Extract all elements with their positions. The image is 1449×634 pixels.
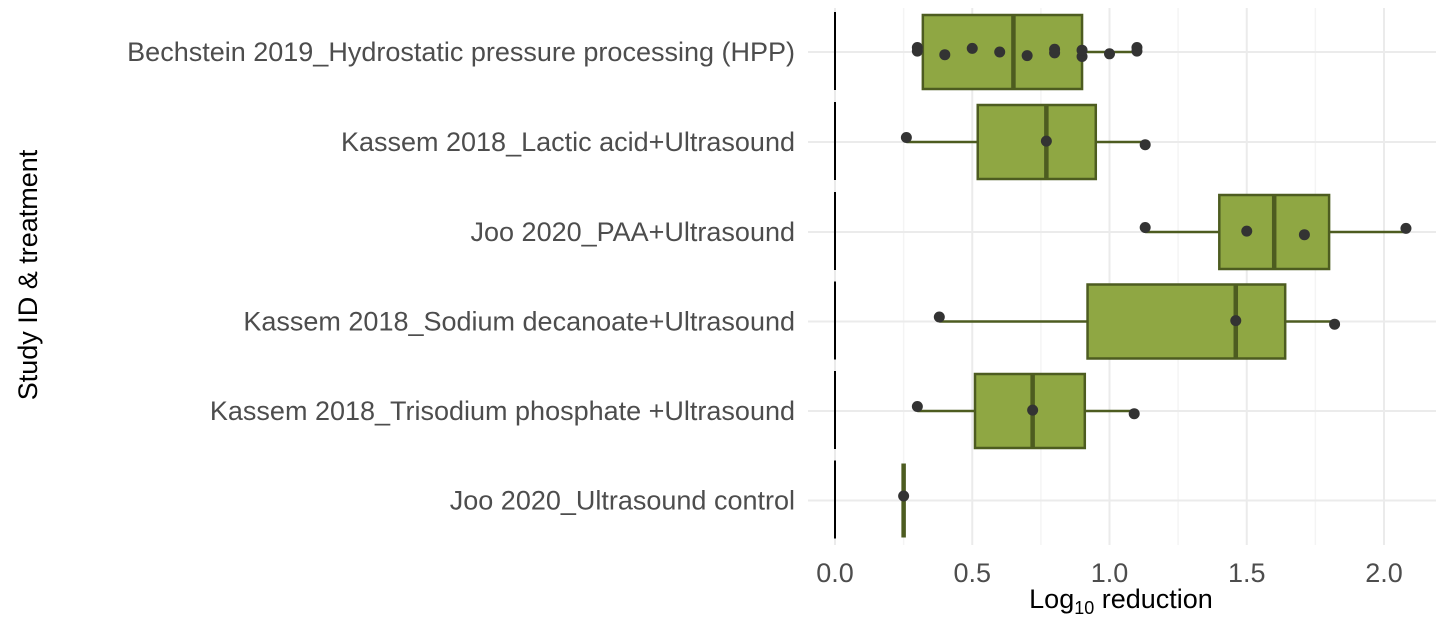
data-point bbox=[1027, 404, 1039, 416]
data-point bbox=[911, 45, 923, 57]
data-point bbox=[1131, 45, 1143, 57]
data-point bbox=[1139, 222, 1151, 233]
category-label: Kassem 2018_Sodium decanoate+Ultrasound bbox=[243, 307, 795, 337]
box bbox=[976, 103, 1098, 181]
category-labels: Bechstein 2019_Hydrostatic pressure proc… bbox=[127, 37, 795, 516]
category-label: Kassem 2018_Lactic acid+Ultrasound bbox=[341, 127, 795, 157]
data-point bbox=[1040, 135, 1052, 147]
x-tick-label: 1.5 bbox=[1228, 558, 1266, 588]
data-point bbox=[1139, 139, 1151, 151]
category-label: Joo 2020_PAA+Ultrasound bbox=[471, 217, 795, 247]
x-tick-label: 2.0 bbox=[1365, 558, 1403, 588]
data-point bbox=[1400, 222, 1412, 234]
data-point bbox=[1021, 50, 1033, 62]
data-point bbox=[898, 490, 910, 502]
x-tick-label: 0.0 bbox=[816, 558, 854, 588]
data-point bbox=[911, 401, 923, 412]
category-label: Kassem 2018_Trisodium phosphate +Ultraso… bbox=[210, 396, 795, 426]
data-point bbox=[1230, 315, 1242, 327]
data-point bbox=[1298, 229, 1310, 241]
box-series bbox=[898, 13, 1412, 538]
category-label: Bechstein 2019_Hydrostatic pressure proc… bbox=[127, 37, 795, 67]
x-tick-label: 1.0 bbox=[1091, 558, 1129, 588]
data-point bbox=[1241, 225, 1253, 237]
y-axis-title: Study ID & treatment bbox=[13, 149, 43, 400]
x-axis-title-subscript: 10 bbox=[1074, 598, 1094, 618]
data-point bbox=[1329, 318, 1341, 330]
data-point bbox=[1049, 47, 1061, 59]
x-axis-title-rest: reduction bbox=[1094, 584, 1213, 614]
data-point bbox=[1128, 408, 1140, 420]
category-label: Joo 2020_Ultrasound control bbox=[450, 486, 795, 516]
x-axis-title: Log10 reduction bbox=[1029, 584, 1213, 618]
box bbox=[1086, 283, 1287, 360]
x-tick-labels: 0.0 0.5 1.0 1.5 2.0 bbox=[816, 558, 1403, 588]
x-axis-title-main: Log bbox=[1029, 584, 1074, 614]
x-tick-label: 0.5 bbox=[953, 558, 991, 588]
data-point bbox=[1104, 48, 1115, 60]
data-point bbox=[900, 132, 912, 143]
data-point bbox=[933, 311, 945, 323]
data-point bbox=[994, 46, 1006, 58]
data-point bbox=[1076, 44, 1088, 56]
data-point bbox=[966, 42, 978, 54]
data-point bbox=[939, 49, 951, 61]
